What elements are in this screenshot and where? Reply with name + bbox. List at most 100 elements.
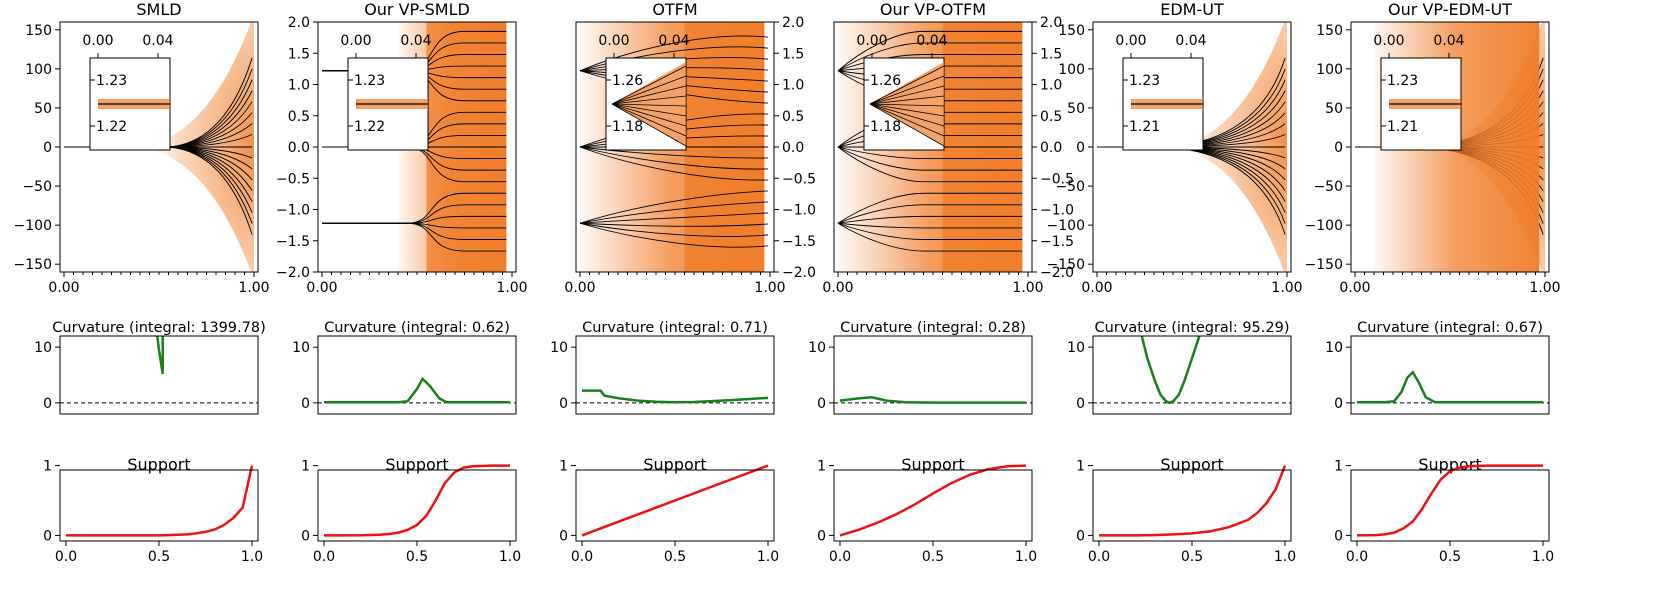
panel-column-4: Our VP-OTFM 2.0 1.5 1.0 0.5 0.0 −0.5 −1.0 −1.5 −2… bbox=[808, 0, 1074, 565]
x-tick-label: 0.5 bbox=[148, 549, 170, 565]
y-tick-label: 10 bbox=[550, 340, 568, 356]
y-tick-label: 0 bbox=[817, 396, 826, 412]
inset-x-tick-label: 0.04 bbox=[916, 33, 947, 49]
y-tick-label: 0 bbox=[301, 528, 310, 544]
y-tick-label: −1.5 bbox=[782, 234, 816, 250]
y-tick-label: 50 bbox=[1325, 101, 1343, 117]
trajectory-line bbox=[837, 30, 1023, 72]
x-tick-label: 0.00 bbox=[1081, 280, 1112, 296]
x-tick-label: 0.00 bbox=[306, 280, 337, 296]
y-tick-label: −50 bbox=[1313, 179, 1343, 195]
y-tick-label: 0.0 bbox=[288, 140, 310, 156]
y-tick-label: 50 bbox=[34, 101, 52, 117]
trajectory-line bbox=[837, 215, 1023, 224]
x-tick-label: 0.5 bbox=[922, 549, 944, 565]
y-tick-label: 0.0 bbox=[782, 140, 804, 156]
trajectory-line bbox=[579, 35, 769, 72]
curvature-title: Curvature (integral: 0.62) bbox=[324, 320, 510, 336]
inset-line bbox=[869, 103, 945, 147]
trajectory-line bbox=[837, 222, 1023, 240]
curvature-title: Curvature (integral: 0.67) bbox=[1357, 320, 1543, 336]
trajectory-line bbox=[837, 146, 1023, 160]
y-tick-label: 1 bbox=[817, 459, 826, 475]
y-tick-label: 0 bbox=[817, 528, 826, 544]
y-tick-label: 1.5 bbox=[1040, 46, 1062, 62]
panel-title: OTFM bbox=[652, 0, 697, 19]
inset-line bbox=[611, 103, 687, 137]
y-tick-label: 0 bbox=[1076, 528, 1085, 544]
x-tick-label: 0.0 bbox=[829, 549, 851, 565]
curvature-line bbox=[324, 376, 510, 404]
inset-y-tick-label: 1.26 bbox=[612, 73, 643, 89]
x-tick-label: 0.5 bbox=[406, 549, 428, 565]
curvature-line bbox=[1357, 370, 1543, 404]
inset-y-tick-label: 1.22 bbox=[354, 119, 385, 135]
y-tick-label: −1.5 bbox=[1040, 234, 1074, 250]
trajectory-line bbox=[837, 222, 1023, 252]
trajectory-line bbox=[322, 222, 507, 252]
y-tick-label: −100 bbox=[1305, 218, 1343, 234]
inset-y-tick-label: 1.23 bbox=[96, 73, 127, 89]
trajectory-line bbox=[579, 212, 769, 224]
y-tick-label: 100 bbox=[1316, 62, 1343, 78]
trajectory-line bbox=[579, 146, 769, 159]
y-tick-label: 1.5 bbox=[288, 46, 310, 62]
curvature-line bbox=[155, 336, 164, 375]
support-line bbox=[1099, 465, 1287, 537]
y-tick-label: 0 bbox=[43, 140, 52, 156]
inset: 0.00 0.04 1.23 1.22 bbox=[340, 33, 432, 151]
y-tick-label: 10 bbox=[1067, 340, 1085, 356]
inset-line bbox=[611, 103, 687, 117]
trajectory-line bbox=[837, 192, 1023, 224]
trajectory-line bbox=[837, 146, 1023, 183]
support-frame bbox=[1092, 469, 1292, 542]
support-line bbox=[324, 464, 510, 537]
support-frame bbox=[1350, 469, 1550, 542]
x-tick-label: 1.00 bbox=[1271, 280, 1302, 296]
y-tick-label: 0 bbox=[559, 528, 568, 544]
x-tick-label: 0.00 bbox=[48, 280, 79, 296]
y-tick-label: 2.0 bbox=[782, 15, 804, 31]
curvature-line bbox=[582, 389, 769, 404]
x-tick-label: 0.5 bbox=[1181, 549, 1203, 565]
y-tick-label: 1 bbox=[301, 459, 310, 475]
inset-line bbox=[869, 103, 945, 137]
y-tick-label: −0.5 bbox=[276, 171, 310, 187]
y-tick-label: −150 bbox=[1305, 257, 1343, 273]
y-tick-label: 1.0 bbox=[782, 78, 804, 94]
inset-line bbox=[869, 95, 945, 105]
inset: 0.00 0.04 1.23 1.21 bbox=[1373, 33, 1465, 151]
support-title: Support bbox=[1418, 455, 1481, 474]
curvature-frame bbox=[1092, 335, 1292, 415]
inset-y-tick-label: 1.18 bbox=[612, 119, 643, 135]
trajectory-line bbox=[579, 201, 769, 224]
inset-line bbox=[869, 85, 945, 105]
inset-y-tick-label: 1.23 bbox=[1387, 73, 1418, 89]
inset: 0.00 0.04 1.26 1.18 bbox=[856, 33, 948, 151]
trajectory-line bbox=[579, 222, 769, 248]
panel-title: Our VP-OTFM bbox=[880, 0, 986, 19]
y-tick-label: 1.5 bbox=[782, 46, 804, 62]
panel-title: EDM-UT bbox=[1160, 0, 1224, 19]
y-tick-label: −0.5 bbox=[782, 171, 816, 187]
y-tick-label: 0 bbox=[43, 396, 52, 412]
inset: 0.00 0.04 1.26 1.18 bbox=[598, 33, 690, 151]
inset-line bbox=[869, 65, 945, 105]
inset-line bbox=[869, 103, 945, 127]
x-tick-label: 1.00 bbox=[1012, 280, 1043, 296]
trajectory-line bbox=[837, 222, 1023, 229]
x-tick-label: 1.00 bbox=[754, 280, 785, 296]
inset-y-tick-label: 1.23 bbox=[1129, 73, 1160, 89]
inset-x-tick-label: 0.04 bbox=[1433, 33, 1464, 49]
panel-column-2: Our VP-SMLD 2.0 1.5 1.0 0.5 0.0 −0.5 −1.0 −1.5 −2… bbox=[276, 0, 528, 565]
curvature-line bbox=[839, 396, 1026, 404]
support-title: Support bbox=[127, 455, 190, 474]
curvature-frame bbox=[317, 335, 517, 415]
inset-x-tick-label: 0.04 bbox=[142, 33, 173, 49]
y-tick-label: −50 bbox=[22, 179, 52, 195]
x-tick-label: 0.00 bbox=[822, 280, 853, 296]
y-tick-label: −50 bbox=[1055, 179, 1085, 195]
y-tick-label: 0 bbox=[1076, 140, 1085, 156]
inset-x-tick-label: 0.00 bbox=[856, 33, 887, 49]
y-tick-label: 0 bbox=[559, 396, 568, 412]
